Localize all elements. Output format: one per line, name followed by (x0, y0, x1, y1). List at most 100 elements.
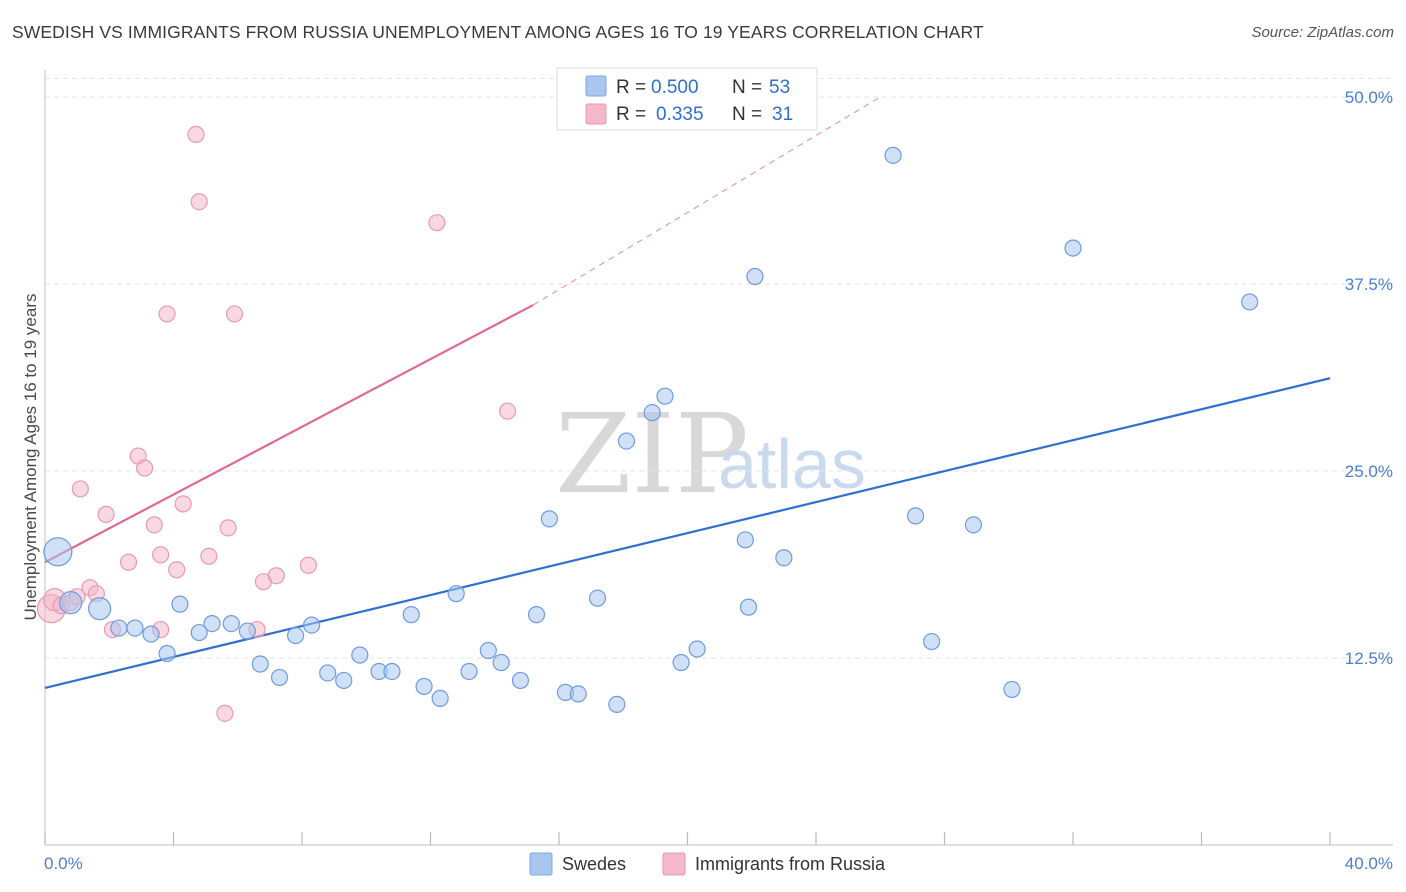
y-tick-label: 50.0% (1345, 88, 1393, 107)
legend-bottom: Swedes Immigrants from Russia (529, 852, 886, 876)
point-russia (158, 305, 176, 323)
point-swedes (1064, 239, 1082, 257)
x-tick-label-max: 40.0% (1345, 854, 1393, 873)
point-swedes (238, 622, 256, 640)
point-swedes (511, 671, 530, 690)
point-swedes (1241, 293, 1259, 311)
y-tick-label: 25.0% (1345, 462, 1393, 481)
point-swedes (251, 655, 269, 673)
point-swedes (110, 619, 128, 637)
legend-n-value-swedes: 53 (769, 77, 790, 98)
point-russia (200, 547, 218, 565)
point-russia (499, 402, 517, 420)
point-swedes (460, 662, 478, 681)
legend-top: R = 0.500 N = 53 R = 0.335 N = 31 (556, 67, 818, 131)
bottom-legend-label-swedes: Swedes (562, 854, 626, 874)
point-swedes (402, 606, 420, 624)
point-swedes (1003, 680, 1021, 699)
legend-n-label-swedes: N = (732, 77, 762, 98)
point-russia (216, 704, 234, 722)
point-swedes (88, 597, 112, 621)
point-swedes (492, 653, 510, 672)
point-swedes (286, 626, 305, 645)
point-swedes (335, 671, 353, 690)
point-russia (428, 214, 446, 232)
point-swedes (158, 644, 176, 663)
point-swedes (964, 516, 983, 534)
point-swedes (270, 668, 289, 687)
point-russia (152, 546, 170, 564)
trend-line-russia (44, 303, 534, 564)
point-swedes (43, 537, 73, 567)
point-swedes (688, 640, 706, 658)
point-russia (190, 193, 208, 211)
point-swedes (447, 585, 465, 603)
chart-title: SWEDISH VS IMMIGRANTS FROM RUSSIA UNEMPL… (12, 22, 984, 42)
point-swedes (884, 146, 902, 164)
point-russia (168, 561, 186, 579)
legend-n-label-russia: N = (732, 104, 762, 125)
y-tick-label: 37.5% (1345, 275, 1393, 294)
y-tick-labels: 12.5% 25.0% 37.5% 50.0% (1345, 88, 1393, 668)
y-axis-label: Unemployment Among Ages 16 to 19 years (21, 294, 40, 621)
bottom-legend-swatch-swedes (529, 852, 553, 876)
point-swedes (203, 614, 221, 633)
point-russia (174, 495, 192, 513)
point-swedes (527, 606, 546, 624)
legend-swatch-russia (585, 103, 607, 125)
point-russia (135, 459, 154, 477)
point-swedes (746, 267, 764, 286)
point-swedes (643, 404, 661, 422)
legend-r-value-swedes: 0.500 (651, 77, 699, 98)
swedes-points (43, 88, 1259, 713)
point-russia (219, 519, 237, 537)
point-swedes (656, 387, 674, 405)
point-swedes (383, 662, 401, 681)
point-swedes (906, 507, 925, 525)
point-russia (267, 567, 285, 585)
point-russia (119, 553, 138, 571)
point-russia (145, 516, 163, 534)
x-axis-ticks (44, 832, 1331, 845)
point-swedes (415, 677, 433, 696)
point-swedes (608, 695, 626, 713)
axes (44, 70, 1393, 846)
point-swedes (222, 614, 240, 633)
point-swedes (190, 623, 208, 642)
legend-r-label-swedes: R = (616, 77, 646, 98)
x-tick-label-min: 0.0% (44, 854, 83, 873)
bottom-legend-label-russia: Immigrants from Russia (695, 854, 886, 874)
point-swedes (126, 619, 144, 637)
trend-line-russia-extension (532, 96, 881, 306)
point-swedes (142, 625, 160, 643)
point-swedes (319, 664, 337, 682)
legend-r-label-russia: R = (616, 104, 646, 125)
source-label: Source: ZipAtlas.com (1251, 24, 1394, 41)
point-russia (71, 480, 89, 498)
point-russia (187, 125, 205, 143)
point-swedes (479, 641, 497, 660)
point-swedes (588, 589, 607, 607)
point-russia (299, 556, 318, 574)
bottom-legend-swatch-russia (662, 852, 686, 876)
point-russia (225, 305, 244, 323)
point-swedes (736, 531, 754, 549)
point-swedes (171, 595, 189, 613)
point-swedes (739, 598, 758, 616)
point-swedes (431, 689, 449, 707)
point-swedes (617, 432, 636, 450)
legend-r-value-russia: 0.335 (656, 104, 704, 125)
point-swedes (672, 653, 690, 672)
legend-n-value-russia: 31 (772, 104, 793, 125)
point-swedes (569, 685, 587, 703)
legend-swatch-swedes (585, 75, 607, 97)
point-swedes (923, 632, 941, 651)
gridlines (45, 78, 1393, 659)
point-swedes (59, 591, 83, 615)
point-swedes (351, 646, 369, 664)
watermark-atlas: atlas (718, 425, 866, 503)
point-swedes (303, 616, 321, 634)
point-swedes (540, 510, 558, 528)
point-russia (97, 505, 115, 523)
